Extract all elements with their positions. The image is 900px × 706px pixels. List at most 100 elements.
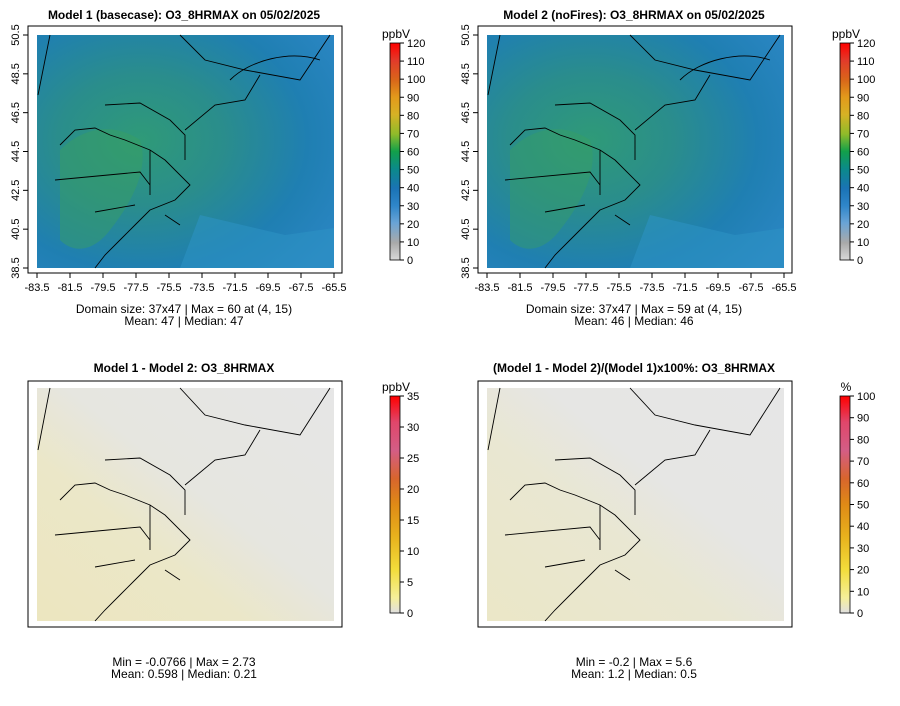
panel2-colorbar-tick-label: 20 — [857, 219, 869, 231]
panel2-colorbar-tick-label: 0 — [857, 255, 863, 267]
panel4-colorbar-tick-label: 0 — [857, 608, 863, 620]
panel-percent-difference: (Model 1 - Model 2)/(Model 1)x100%: O3_8… — [477, 361, 793, 628]
panel2-colorbar-tick-label: 90 — [857, 92, 869, 104]
panel2-y-tick-label: 46.5 — [460, 102, 472, 123]
panel2-colorbar — [839, 42, 851, 261]
panel2-colorbar-tick-label: 50 — [857, 165, 869, 177]
panel1-colorbar-tick-label: 40 — [407, 183, 419, 195]
panel2-colorbar-tick-label: 10 — [857, 237, 869, 249]
panel-model1-low-region — [180, 215, 334, 268]
panel2-y-tick-label: 42.5 — [460, 180, 472, 201]
panel1-colorbar-tick-label: 0 — [407, 255, 413, 267]
panel1-colorbar-tick-label: 90 — [407, 92, 419, 104]
panel2-colorbar-tick-label: 30 — [857, 201, 869, 213]
panel1-colorbar-tick-label: 110 — [407, 56, 425, 68]
panel1-stats-line-1: Domain size: 37x47 | Max = 60 at (4, 15) — [76, 302, 292, 316]
panel-percent-title: (Model 1 - Model 2)/(Model 1)x100%: O3_8… — [493, 361, 775, 375]
panel-difference-coastline — [37, 387, 331, 451]
panel1-y-tick-label: 42.5 — [10, 180, 22, 201]
panel3-colorbar-tick-label: 30 — [407, 422, 419, 434]
panel1-colorbar-tick-label: 120 — [407, 38, 425, 50]
panel-difference-title: Model 1 - Model 2: O3_8HRMAX — [94, 361, 275, 375]
panel1-colorbar-tick-label: 30 — [407, 201, 419, 213]
panel2-colorbar-tick-label: 40 — [857, 183, 869, 195]
panel3-colorbar-tick-label: 5 — [407, 577, 413, 589]
panel1-colorbar-tick-label: 70 — [407, 128, 419, 140]
panel2-colorbar-unit: ppbV — [832, 27, 860, 41]
panel2-x-tick-label: -81.5 — [507, 282, 532, 294]
panel1-colorbar — [389, 42, 401, 261]
panel2-x-tick-label: -73.5 — [639, 282, 664, 294]
panel2-y-tick-label: 48.5 — [460, 63, 472, 84]
panel4-colorbar-tick-label: 10 — [857, 586, 869, 598]
panel-difference: Model 1 - Model 2: O3_8HRMAX — [27, 361, 343, 628]
panel3-colorbar-tick-label: 20 — [407, 484, 419, 496]
panel3-colorbar-unit: ppbV — [382, 380, 410, 394]
panel2-colorbar-tick-label: 60 — [857, 147, 869, 159]
panel-model1-title: Model 1 (basecase): O3_8HRMAX on 05/02/2… — [48, 8, 320, 22]
panel1-x-tick-label: -71.5 — [222, 282, 247, 294]
panel4-colorbar-tick-label: 30 — [857, 543, 869, 555]
panel4-colorbar-tick-label: 100 — [857, 391, 875, 403]
panel1-colorbar-tick-label: 60 — [407, 147, 419, 159]
panel2-colorbar-tick-label: 100 — [857, 74, 875, 86]
panel3-colorbar-tick-label: 15 — [407, 515, 419, 527]
panel1-y-tick-label: 44.5 — [10, 141, 22, 162]
panel4-stats-line-2: Mean: 1.2 | Median: 0.5 — [571, 667, 697, 681]
panel4-colorbar-tick-label: 90 — [857, 413, 869, 425]
panel4-colorbar — [839, 395, 851, 614]
panel2-stats-line-2: Mean: 46 | Median: 46 — [574, 314, 694, 328]
panel-difference-field — [37, 388, 334, 621]
panel3-colorbar-tick-label: 25 — [407, 453, 419, 465]
panel4-colorbar-tick-label: 40 — [857, 521, 869, 533]
panel4-colorbar-tick-label: 80 — [857, 434, 869, 446]
panel-model1-field — [37, 35, 334, 268]
panel-model2-ozone-plume — [510, 129, 593, 249]
panel1-stats-line-2: Mean: 47 | Median: 47 — [124, 314, 244, 328]
panel2-x-tick-label: -65.5 — [771, 282, 796, 294]
panel1-colorbar-tick-label: 50 — [407, 165, 419, 177]
panel1-x-tick-label: -79.5 — [90, 282, 115, 294]
panel4-stats-line-1: Min = -0.2 | Max = 5.6 — [576, 655, 693, 669]
panel1-colorbar-unit: ppbV — [382, 27, 410, 41]
panel1-x-tick-label: -75.5 — [156, 282, 181, 294]
panel1-y-tick-label: 50.5 — [10, 24, 22, 45]
panel2-colorbar-tick-label: 120 — [857, 38, 875, 50]
panel3-colorbar-tick-label: 35 — [407, 391, 419, 403]
panel-model1-boundaries — [54, 55, 321, 269]
panel-model2: Model 2 (noFires): O3_8HRMAX on 05/02/20… — [477, 8, 793, 274]
panel2-x-tick-label: -67.5 — [738, 282, 763, 294]
panel2-colorbar-tick-label: 80 — [857, 110, 869, 122]
panel2-colorbar-tick-label: 70 — [857, 128, 869, 140]
panel4-colorbar-unit: % — [841, 380, 852, 394]
panel2-x-tick-label: -77.5 — [573, 282, 598, 294]
panel1-x-tick-label: -65.5 — [321, 282, 346, 294]
panel1-x-tick-label: -81.5 — [57, 282, 82, 294]
panel4-colorbar-tick-label: 70 — [857, 456, 869, 468]
panel1-x-tick-label: -83.5 — [24, 282, 49, 294]
panel1-colorbar-tick-label: 80 — [407, 110, 419, 122]
panel-difference-boundaries — [54, 429, 261, 622]
panel1-y-tick-label: 46.5 — [10, 102, 22, 123]
panel2-y-tick-label: 40.5 — [460, 218, 472, 239]
panel-percent-field — [487, 388, 784, 621]
panel1-colorbar-tick-label: 10 — [407, 237, 419, 249]
panel1-y-tick-label: 40.5 — [10, 218, 22, 239]
panel4-colorbar-tick-label: 20 — [857, 565, 869, 577]
panel1-y-tick-label: 48.5 — [10, 63, 22, 84]
panel2-colorbar-tick-label: 110 — [857, 56, 875, 68]
panel3-colorbar-tick-label: 0 — [407, 608, 413, 620]
panel4-colorbar-tick-label: 60 — [857, 478, 869, 490]
panel-model1-ozone-plume — [60, 129, 143, 249]
panel-model2-low-region — [630, 215, 784, 268]
panel2-x-tick-label: -79.5 — [540, 282, 565, 294]
panel1-y-tick-label: 38.5 — [10, 257, 22, 278]
panel4-colorbar-tick-label: 50 — [857, 500, 869, 512]
panel1-x-tick-label: -77.5 — [123, 282, 148, 294]
panel-model1-coastline — [37, 34, 331, 96]
panel2-x-tick-label: -71.5 — [672, 282, 697, 294]
panel2-y-tick-label: 38.5 — [460, 257, 472, 278]
panel-model2-title: Model 2 (noFires): O3_8HRMAX on 05/02/20… — [503, 8, 765, 22]
panel-model2-boundaries — [504, 55, 771, 269]
